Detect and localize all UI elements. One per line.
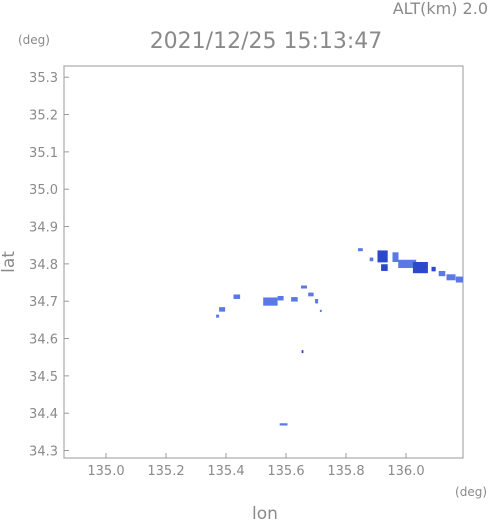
echo-cell [301,285,307,289]
echo-cell [358,248,363,252]
echo-cell [277,295,284,301]
x-axis-label: lon [252,504,278,521]
x-tick-label: 135.2 [147,464,184,479]
echo-cell [216,314,220,318]
x-tick-label: 135.8 [327,464,364,479]
y-tick-label: 35.0 [29,183,58,198]
echo-cell [369,257,374,262]
x-tick-label: 135.6 [267,464,304,479]
echo-cell [291,297,298,302]
echo-cells [216,248,463,426]
y-tick-label: 34.7 [29,295,58,310]
y-tick-label: 35.2 [29,109,58,124]
x-tick-label: 135.0 [87,464,124,479]
echo-cell [279,423,288,426]
y-tick-label: 35.3 [29,71,58,86]
echo-cell [438,270,446,277]
y-tick-label: 34.5 [29,370,58,385]
axis-ticks: 135.0 135.2 135.4 135.6 135.8 136.0 34.3 34.4 34… [29,71,425,479]
y-tick-label: 34.6 [29,333,58,348]
echo-cell [219,307,226,312]
y-tick-label: 34.3 [29,445,58,460]
x-tick-label: 136.0 [387,464,424,479]
echo-cell [446,274,456,281]
echo-cell [398,259,417,268]
echo-cell [392,252,399,262]
echo-cell [233,294,241,299]
echo-cell [319,309,322,313]
echo-cell [377,250,388,263]
y-tick-label: 34.9 [29,221,58,236]
echo-cell [263,297,278,306]
echo-cell [308,292,314,297]
y-tick-label: 35.1 [29,146,58,161]
timestamp-title: 2021/12/25 15:13:47 [150,29,383,54]
echo-cell [412,262,428,274]
echo-cell [315,298,319,304]
echo-cell [301,350,304,354]
echo-cell [431,266,436,272]
altitude-label: ALT(km) 2.0 [393,0,488,18]
x-tick-label: 135.4 [207,464,244,479]
x-unit-label: (deg) [455,485,487,499]
y-axis-label: lat [0,251,19,273]
y-unit-label: (deg) [18,33,50,47]
echo-cell [381,264,388,271]
y-tick-label: 34.4 [29,407,58,422]
echo-cell [455,276,463,283]
y-tick-label: 34.8 [29,258,58,273]
